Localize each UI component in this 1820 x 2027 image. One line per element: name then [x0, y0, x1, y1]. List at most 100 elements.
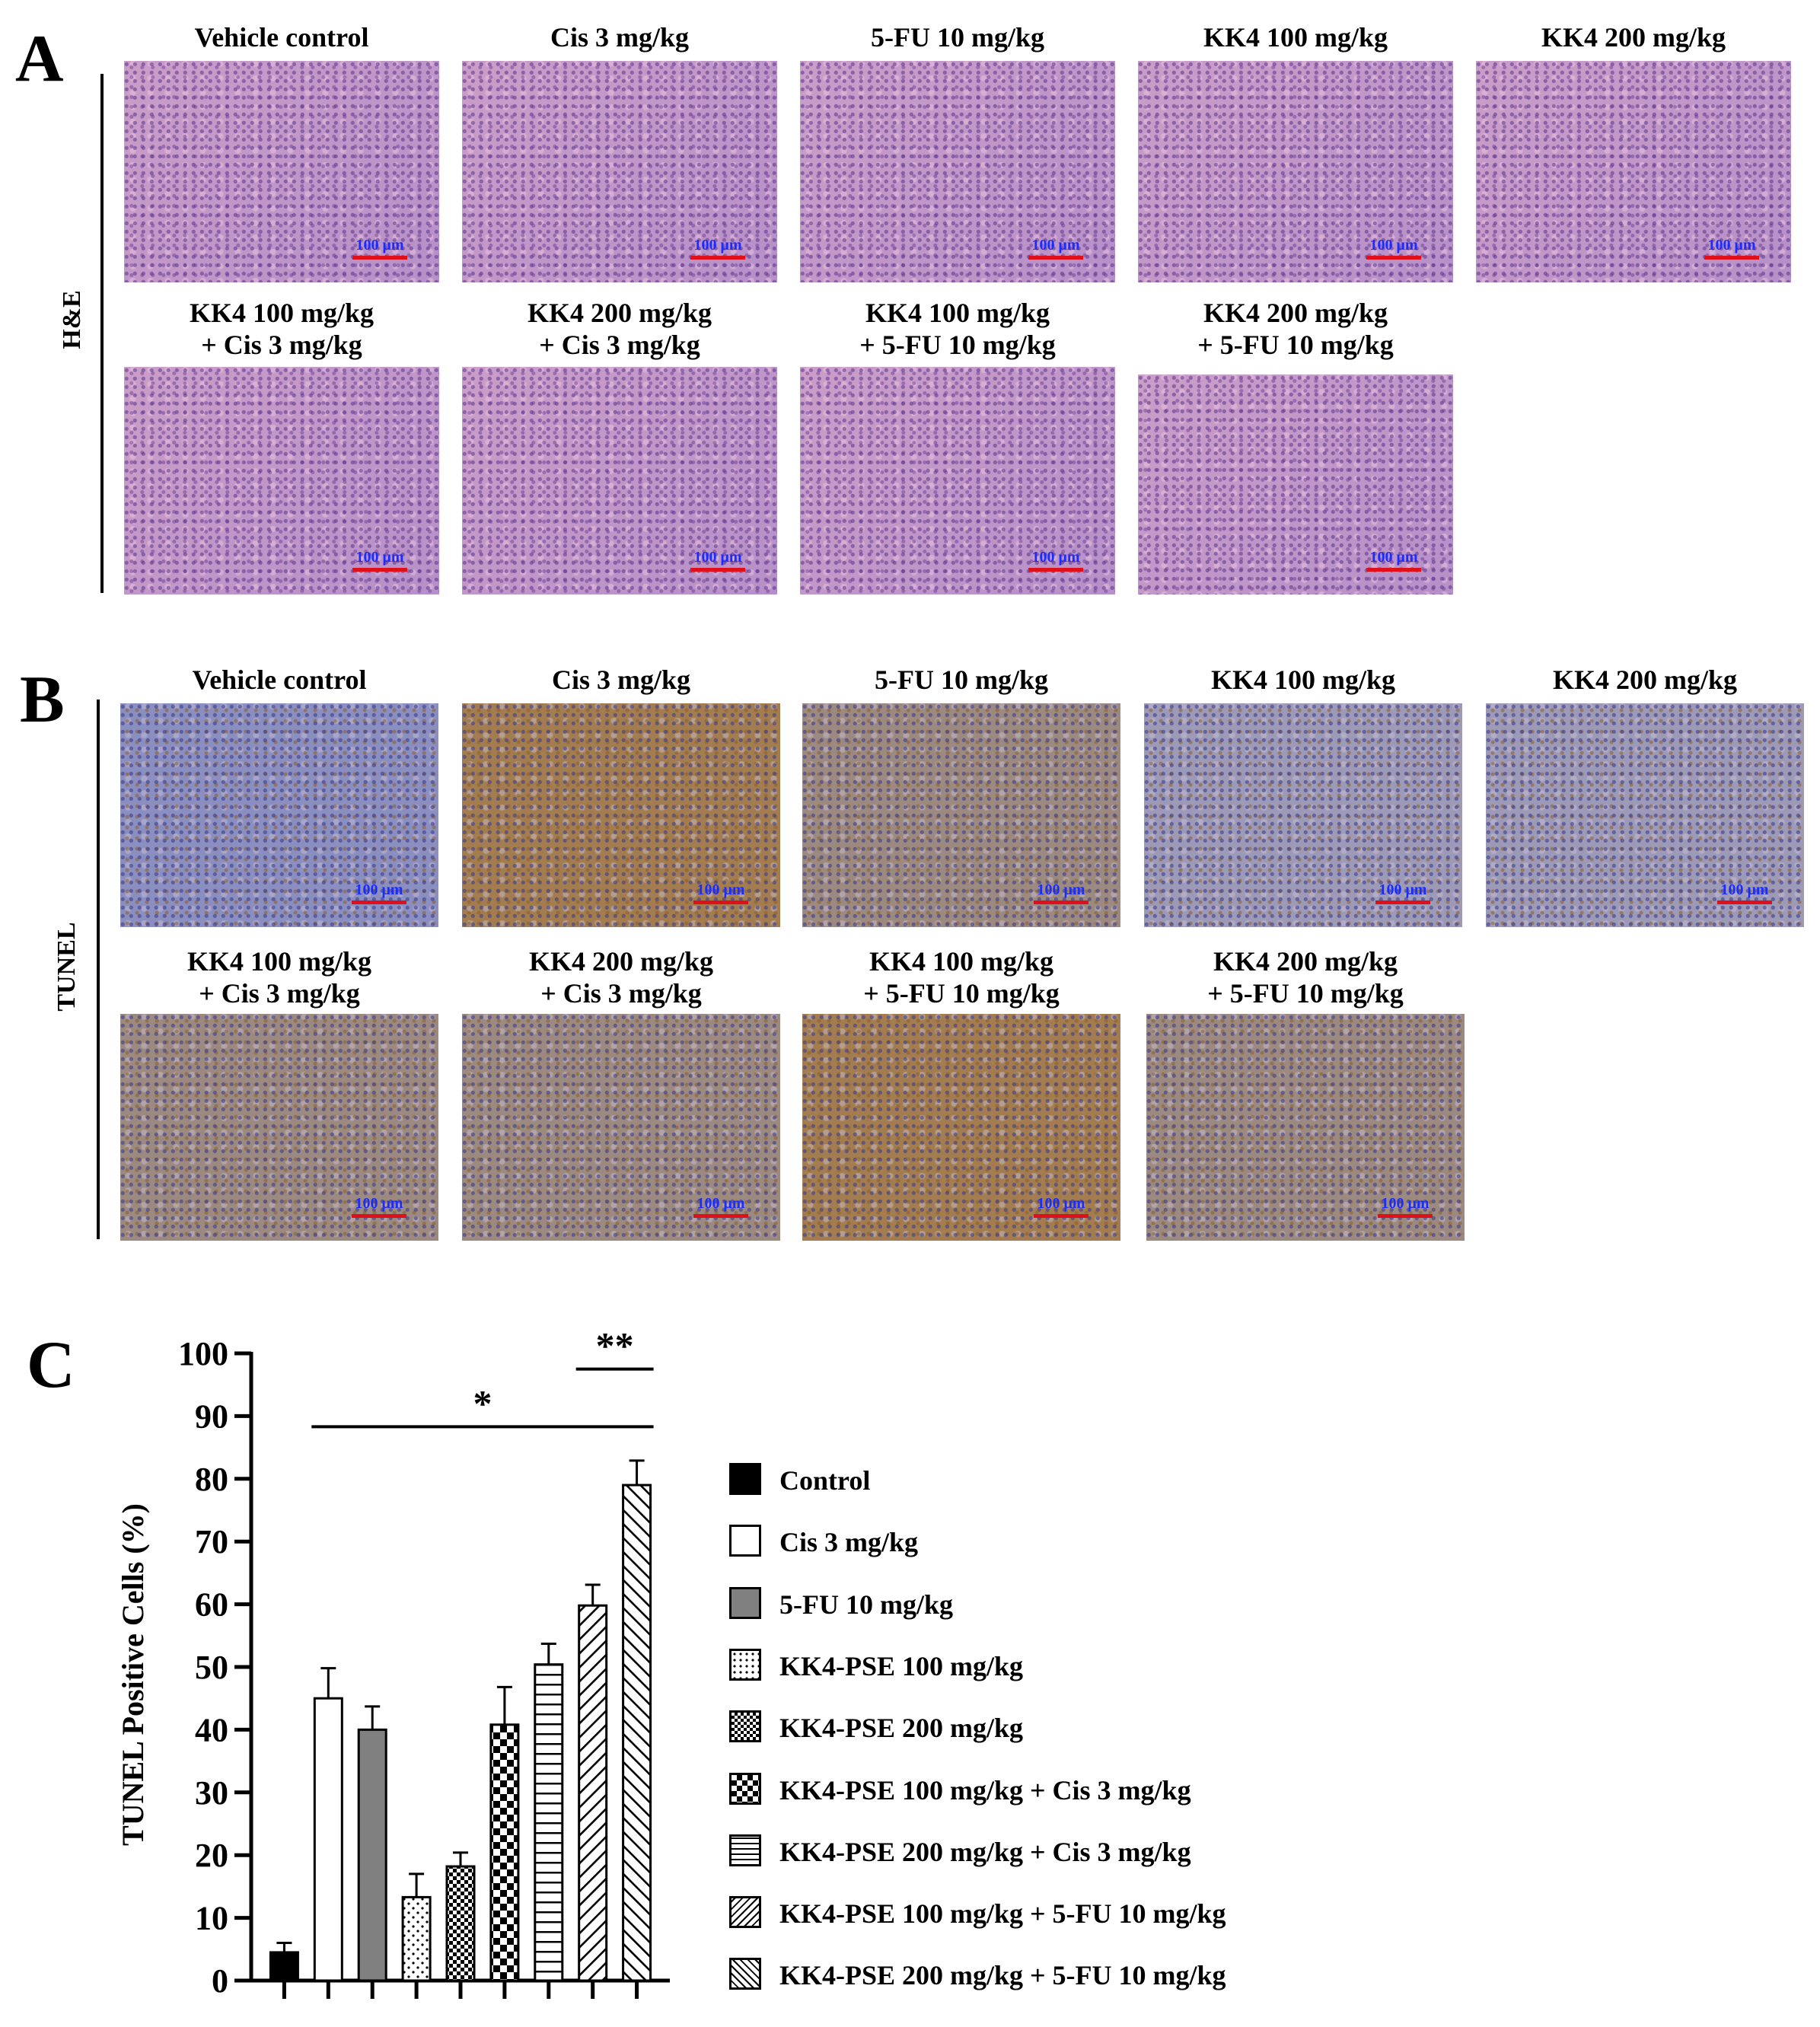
he-micrograph: 100 μm: [124, 61, 439, 282]
he-tile-kk4-100-5fu: KK4 100 mg/kg + 5-FU 10 mg/kg 100 μm: [800, 295, 1115, 594]
tile-caption: Cis 3 mg/kg: [551, 665, 691, 695]
tunel-tile-cis: Cis 3 mg/kg 100 μm: [462, 661, 780, 927]
he-tile-cis: Cis 3 mg/kg 100 μm: [462, 15, 777, 282]
y-axis-label: TUNEL Positive Cells (%): [116, 1503, 150, 1846]
tile-caption: Vehicle control: [194, 22, 369, 53]
y-tick-label: 80: [195, 1461, 228, 1498]
tunel-micrograph: 100 μm: [1144, 703, 1462, 927]
tile-caption: 5-FU 10 mg/kg: [875, 665, 1048, 695]
he-tile-kk4-200-5fu: KK4 200 mg/kg + 5-FU 10 mg/kg 100 μm: [1138, 295, 1453, 594]
legend-label: Control: [779, 1465, 871, 1496]
chart-bars: [269, 1459, 652, 1982]
scale-bar: 100 μm: [693, 1196, 748, 1218]
tile-caption: Cis 3 mg/kg: [550, 22, 690, 53]
tile-caption: KK4 100 mg/kg: [1210, 665, 1395, 695]
he-micrograph: 100 μm: [800, 61, 1115, 282]
legend-swatch: [729, 1648, 761, 1681]
he-tile-kk4-200: KK4 200 mg/kg 100 μm: [1476, 15, 1791, 282]
chart-annotations: ***: [311, 1324, 654, 1429]
legend-swatch: [729, 1958, 761, 1990]
tile-caption: KK4 100 mg/kg + Cis 3 mg/kg: [186, 946, 371, 1009]
scale-bar: 100 μm: [1034, 882, 1088, 904]
scale-bar: 100 μm: [1717, 882, 1772, 904]
y-tick-label: 60: [195, 1586, 228, 1624]
scale-bar: 100 μm: [352, 1196, 406, 1218]
he-micrograph: 100 μm: [462, 61, 777, 282]
he-tile-kk4-200-cis: KK4 200 mg/kg + Cis 3 mg/kg 100 μm: [462, 295, 777, 594]
tile-caption: KK4 200 mg/kg + 5-FU 10 mg/kg: [1197, 298, 1394, 360]
y-tick-label: 70: [195, 1523, 228, 1560]
scale-bar: 100 μm: [1366, 550, 1421, 572]
tunel-tile-kk4-200-cis: KK4 200 mg/kg + Cis 3 mg/kg 100 μm: [462, 944, 780, 1241]
tunel-micrograph: 100 μm: [462, 703, 780, 927]
he-tile-5fu: 5-FU 10 mg/kg 100 μm: [800, 15, 1115, 282]
tile-caption: KK4 200 mg/kg + Cis 3 mg/kg: [528, 946, 713, 1009]
scale-bar: 100 μm: [352, 237, 407, 260]
bar-1: [313, 1697, 343, 1982]
tile-caption: KK4 200 mg/kg + 5-FU 10 mg/kg: [1207, 946, 1404, 1009]
bar-5: [489, 1723, 520, 1982]
scale-bar: 100 μm: [1375, 882, 1430, 904]
scale-bar: 100 μm: [1378, 1196, 1433, 1218]
bar-0: [269, 1951, 299, 1982]
scale-bar: 100 μm: [352, 882, 406, 904]
legend-label: KK4-PSE 100 mg/kg + 5-FU 10 mg/kg: [779, 1898, 1226, 1930]
legend-swatch: [729, 1710, 761, 1743]
chart-axes: 0 10 20 30 40 50 60 70 80 90 100 TUNEL Positive Cel…: [116, 1335, 670, 2000]
tunel-bar-chart: 0 10 20 30 40 50 60 70 80 90 100 TUNEL Positive Cel…: [116, 1324, 670, 2000]
tunel-tile-kk4-100-5fu: KK4 100 mg/kg + 5-FU 10 mg/kg 100 μm: [802, 944, 1120, 1241]
tunel-micrograph: 100 μm: [120, 1014, 438, 1241]
tile-caption: KK4 100 mg/kg + Cis 3 mg/kg: [189, 298, 374, 360]
scale-bar: 100 μm: [1028, 550, 1083, 572]
bar-6: [534, 1663, 564, 1982]
significance-mark: **: [596, 1324, 634, 1367]
scale-bar: 100 μm: [1704, 237, 1759, 260]
tile-caption: KK4 100 mg/kg + 5-FU 10 mg/kg: [863, 946, 1060, 1009]
tile-caption: KK4 200 mg/kg: [1541, 22, 1726, 53]
tile-caption: KK4 100 mg/kg + 5-FU 10 mg/kg: [859, 298, 1056, 360]
panel-letter-a: A: [15, 22, 64, 96]
significance-mark: *: [473, 1382, 492, 1424]
he-micrograph: 100 μm: [462, 367, 777, 594]
scale-bar: 100 μm: [1034, 1196, 1088, 1218]
tile-caption: Vehicle control: [192, 665, 367, 695]
legend-label: 5-FU 10 mg/kg: [779, 1589, 953, 1620]
tunel-micrograph: 100 μm: [462, 1014, 780, 1241]
bar-4: [445, 1865, 476, 1982]
tunel-micrograph: 100 μm: [120, 703, 438, 927]
tile-caption: 5-FU 10 mg/kg: [871, 22, 1044, 53]
y-tick-label: 0: [212, 1962, 228, 2000]
he-micrograph: 100 μm: [800, 367, 1115, 594]
y-tick-label: 40: [195, 1711, 228, 1748]
he-micrograph: 100 μm: [1138, 61, 1453, 282]
legend-label: KK4-PSE 200 mg/kg: [779, 1713, 1024, 1744]
panel-a-divider: [100, 74, 104, 593]
y-tick-label: 100: [178, 1335, 228, 1372]
tunel-tile-vehicle-control: Vehicle control 100 μm: [120, 661, 438, 927]
legend-label: Cis 3 mg/kg: [779, 1527, 919, 1558]
legend-swatch: [729, 1896, 761, 1929]
tile-caption: KK4 200 mg/kg + Cis 3 mg/kg: [527, 298, 712, 360]
panel-b-divider: [97, 700, 100, 1239]
bar-2: [357, 1728, 387, 1982]
panel-letter-b: B: [20, 663, 65, 737]
tile-caption: KK4 100 mg/kg: [1203, 22, 1388, 53]
legend-swatch: [729, 1525, 761, 1557]
he-tile-vehicle-control: Vehicle control 100 μm: [124, 15, 439, 282]
y-tick-label: 90: [195, 1398, 228, 1435]
legend-swatch: [729, 1772, 761, 1805]
scale-bar: 100 μm: [352, 550, 407, 572]
scale-bar: 100 μm: [1366, 237, 1421, 260]
legend-label: KK4-PSE 100 mg/kg: [779, 1650, 1024, 1681]
tunel-tile-5fu: 5-FU 10 mg/kg 100 μm: [802, 661, 1120, 927]
panel-letter-c: C: [27, 1328, 75, 1402]
tunel-tile-kk4-200: KK4 200 mg/kg 100 μm: [1486, 661, 1804, 927]
tunel-tile-kk4-200-5fu: KK4 200 mg/kg + 5-FU 10 mg/kg 100 μm: [1146, 944, 1465, 1241]
legend-swatch: [729, 1586, 761, 1619]
tile-caption: KK4 200 mg/kg: [1552, 665, 1737, 695]
scale-bar: 100 μm: [690, 237, 745, 260]
scale-bar: 100 μm: [693, 882, 748, 904]
bar-7: [578, 1604, 608, 1982]
legend-label: KK4-PSE 200 mg/kg + Cis 3 mg/kg: [779, 1836, 1191, 1867]
tunel-micrograph: 100 μm: [802, 1014, 1120, 1241]
